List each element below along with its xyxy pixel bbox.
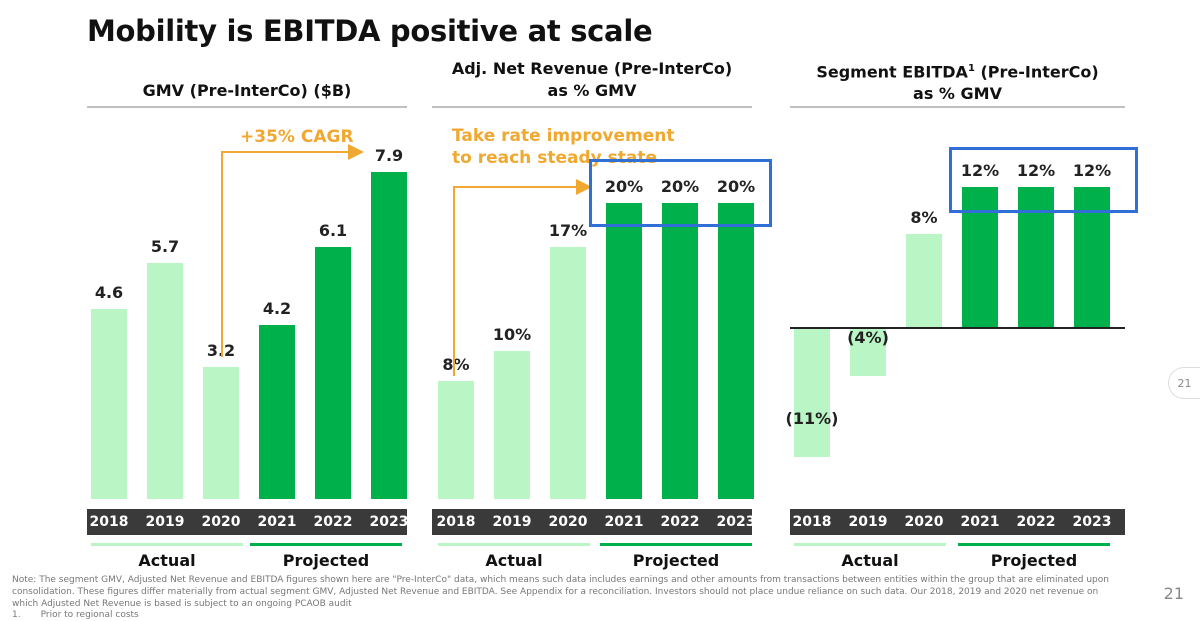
actual-group-rule — [794, 543, 946, 546]
year-label-2023: 2023 — [1072, 514, 1112, 530]
revenue-steady-state-highlight — [589, 159, 772, 227]
data-label-2023: 12% — [1072, 161, 1112, 180]
data-label-2019: (4%) — [847, 327, 889, 347]
ebitda-title-line1: Segment EBITDA — [816, 62, 968, 82]
data-label-2023: 20% — [716, 177, 756, 196]
footnote-disclaimer: Note: The segment GMV, Adjusted Net Reve… — [12, 575, 1109, 609]
gmv-title-rule — [87, 106, 407, 108]
data-label-2021: 4.2 — [262, 299, 292, 319]
year-axis-strip — [432, 509, 752, 535]
data-label-2018: 4.6 — [94, 282, 124, 302]
data-label-2022: 6.1 — [318, 220, 348, 240]
bar-2020 — [906, 233, 942, 327]
projected-group-label: Projected — [990, 551, 1078, 570]
data-label-2021: 12% — [960, 161, 1000, 180]
year-label-2018: 2018 — [792, 514, 832, 530]
ebitda-title-line2: as % GMV — [913, 84, 1002, 104]
bar-2018 — [794, 329, 830, 458]
footnote-1-number: 1. — [12, 610, 21, 620]
bar-2022 — [662, 203, 698, 499]
footnote-1: 1. Prior to regional costs — [12, 610, 139, 620]
projected-group-rule — [958, 543, 1110, 546]
bar-2019 — [147, 263, 183, 499]
revenue-title-line2: as % GMV — [547, 81, 637, 100]
actual-group-label: Actual — [841, 551, 899, 570]
bar-2020 — [203, 366, 239, 499]
data-label-2018: (11%) — [785, 409, 839, 429]
actual-group-label: Actual — [485, 551, 543, 570]
page-number: 21 — [1163, 584, 1184, 603]
zero-baseline — [790, 327, 1125, 329]
take-rate-annotation: Take rate improvement to reach steady st… — [452, 125, 674, 169]
ebitda-panel-title: Segment EBITDA1 (Pre-InterCo) as % GMV — [790, 58, 1125, 105]
projected-group-rule — [600, 543, 752, 546]
data-label-2020: 8% — [910, 207, 938, 227]
year-label-2020: 2020 — [201, 514, 241, 530]
data-label-2020: 17% — [548, 221, 588, 241]
cagr-arrow — [221, 144, 364, 357]
side-page-tab[interactable]: 21 — [1168, 367, 1200, 399]
data-label-2018: 8% — [442, 354, 470, 374]
bar-2018 — [91, 308, 127, 499]
year-label-2023: 2023 — [369, 514, 409, 530]
projected-group-rule — [250, 543, 402, 546]
year-label-2019: 2019 — [145, 514, 185, 530]
page-title: Mobility is EBITDA positive at scale — [87, 14, 653, 48]
bar-2019 — [850, 329, 886, 376]
revenue-title-rule — [432, 106, 752, 108]
year-label-2019: 2019 — [848, 514, 888, 530]
ebitda-title-line1-rest: (Pre-InterCo) — [974, 62, 1099, 82]
year-label-2020: 2020 — [548, 514, 588, 530]
actual-group-rule — [91, 543, 243, 546]
year-label-2021: 2021 — [960, 514, 1000, 530]
year-label-2022: 2022 — [313, 514, 353, 530]
cagr-annotation: +35% CAGR — [240, 127, 354, 147]
year-label-2018: 2018 — [436, 514, 476, 530]
ebitda-projected-highlight — [949, 147, 1138, 213]
projected-group-label: Projected — [632, 551, 720, 570]
footnote-1-text: Prior to regional costs — [40, 610, 139, 620]
year-axis-strip — [87, 509, 407, 535]
bar-2020 — [550, 247, 586, 499]
gmv-panel-title: GMV (Pre-InterCo) ($B) — [87, 80, 407, 102]
data-label-2019: 10% — [492, 325, 532, 344]
data-label-2019: 5.7 — [150, 237, 180, 257]
bar-2022 — [315, 246, 351, 499]
year-axis-strip — [790, 509, 1125, 535]
bar-2018 — [438, 380, 474, 499]
data-label-2022: 12% — [1016, 161, 1056, 180]
year-label-2021: 2021 — [257, 514, 297, 530]
data-label-2023: 7.9 — [374, 146, 404, 165]
year-label-2022: 2022 — [660, 514, 700, 530]
year-label-2021: 2021 — [604, 514, 644, 530]
actual-group-label: Actual — [138, 551, 196, 570]
revenue-title-line1: Adj. Net Revenue (Pre-InterCo) — [451, 59, 733, 78]
take-rate-line1: Take rate improvement — [452, 126, 675, 146]
ebitda-title-footnote-mark: 1 — [967, 63, 975, 74]
year-label-2019: 2019 — [492, 514, 532, 530]
year-label-2018: 2018 — [89, 514, 129, 530]
projected-group-label: Projected — [282, 551, 370, 570]
take-rate-arrow — [453, 179, 592, 376]
data-label-2022: 20% — [660, 177, 700, 196]
bar-2021 — [259, 325, 295, 499]
year-label-2022: 2022 — [1016, 514, 1056, 530]
bar-2019 — [494, 351, 530, 499]
take-rate-line2: to reach steady state — [452, 148, 657, 168]
gmv-title-text: GMV (Pre-InterCo) ($B) — [142, 81, 352, 100]
bar-2023 — [718, 203, 754, 499]
year-label-2020: 2020 — [904, 514, 944, 530]
actual-group-rule — [438, 543, 590, 546]
ebitda-title-rule — [790, 106, 1125, 108]
revenue-panel-title: Adj. Net Revenue (Pre-InterCo) as % GMV — [432, 58, 752, 102]
year-label-2023: 2023 — [716, 514, 756, 530]
data-label-2021: 20% — [604, 177, 644, 196]
bar-2023 — [371, 172, 407, 499]
bar-2021 — [606, 203, 642, 499]
